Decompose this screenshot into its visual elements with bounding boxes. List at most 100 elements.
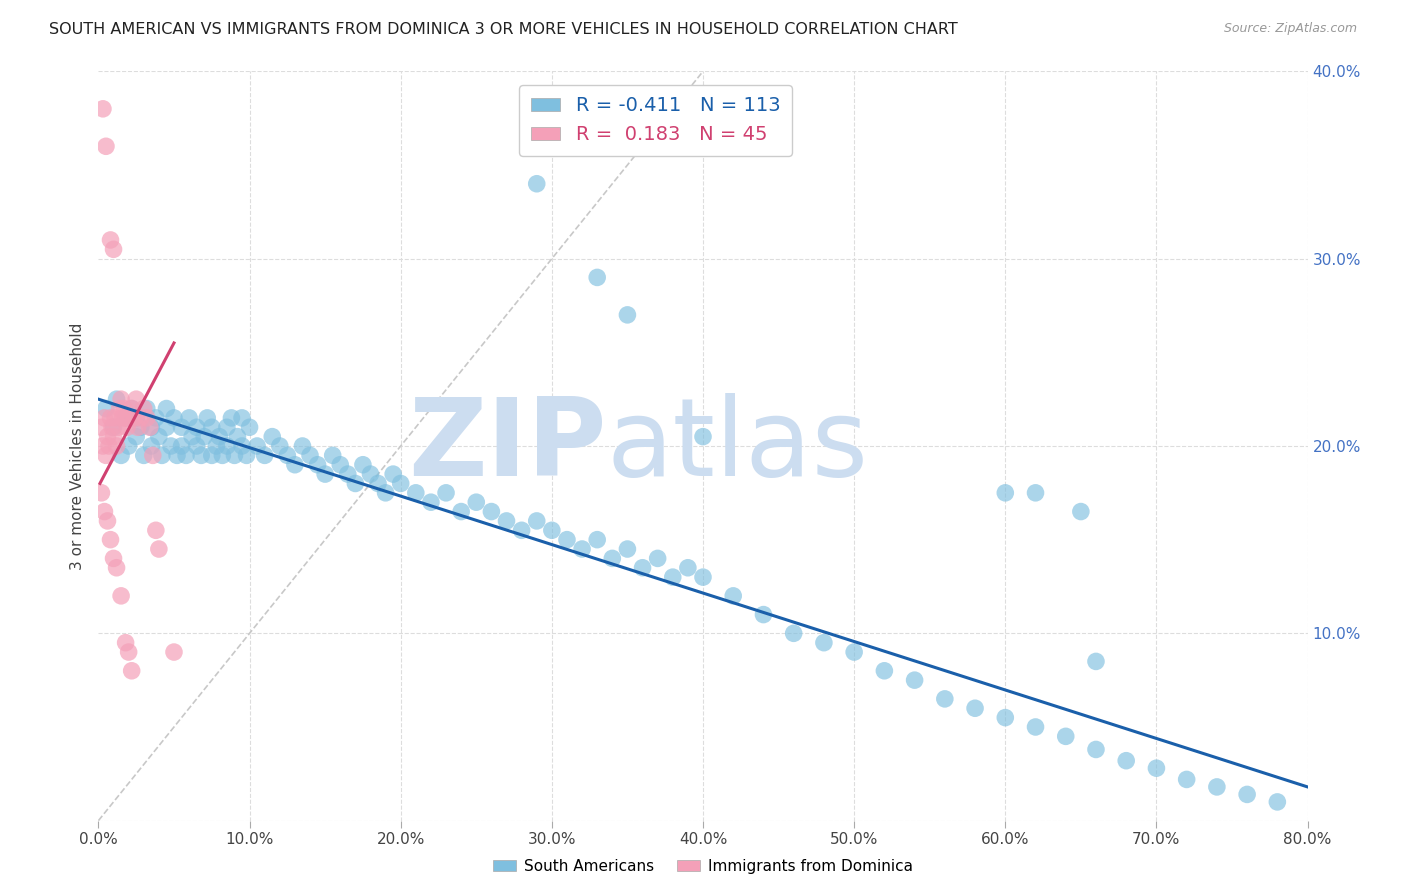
Point: [145, 524, 167, 538]
Y-axis label: 3 or more Vehicles in Household: 3 or more Vehicles in Household: [70, 322, 86, 570]
Point: [148, 542, 170, 557]
Point: [129, 411, 152, 425]
Point: [783, 626, 806, 640]
Point: [142, 449, 165, 463]
Point: [205, 439, 228, 453]
Point: [110, 589, 132, 603]
Point: [382, 467, 405, 482]
Point: [186, 420, 208, 434]
Point: [193, 430, 215, 444]
Point: [90, 420, 112, 434]
Point: [692, 430, 714, 444]
Point: [336, 467, 359, 482]
Point: [148, 430, 170, 444]
Point: [150, 449, 173, 463]
Point: [186, 439, 208, 453]
Point: [661, 570, 683, 584]
Point: [110, 392, 132, 407]
Point: [121, 664, 143, 678]
Point: [465, 495, 488, 509]
Point: [135, 411, 157, 425]
Point: [1115, 754, 1137, 768]
Point: [103, 243, 125, 257]
Point: [307, 458, 329, 472]
Point: [166, 449, 188, 463]
Point: [190, 449, 212, 463]
Point: [367, 476, 389, 491]
Point: [93, 505, 115, 519]
Point: [121, 401, 143, 416]
Point: [127, 420, 149, 434]
Text: atlas: atlas: [606, 393, 869, 499]
Point: [329, 458, 352, 472]
Point: [132, 449, 155, 463]
Point: [1070, 505, 1092, 519]
Point: [1054, 730, 1077, 744]
Point: [163, 645, 186, 659]
Point: [276, 449, 298, 463]
Point: [1206, 780, 1229, 794]
Point: [239, 420, 262, 434]
Point: [107, 420, 129, 434]
Point: [121, 401, 143, 416]
Point: [100, 411, 122, 425]
Point: [269, 439, 291, 453]
Point: [647, 551, 669, 566]
Point: [100, 533, 122, 547]
Point: [94, 139, 117, 153]
Point: [98, 439, 121, 453]
Point: [179, 411, 201, 425]
Point: [314, 467, 336, 482]
Point: [526, 177, 548, 191]
Point: [215, 439, 238, 453]
Point: [1085, 655, 1108, 669]
Point: [405, 486, 427, 500]
Point: [139, 420, 162, 434]
Point: [132, 401, 155, 416]
Point: [1236, 788, 1258, 802]
Point: [100, 233, 122, 247]
Point: [91, 439, 114, 453]
Point: [299, 449, 322, 463]
Point: [105, 561, 128, 575]
Point: [322, 449, 344, 463]
Point: [226, 430, 249, 444]
Point: [813, 635, 835, 649]
Point: [495, 514, 517, 528]
Point: [352, 458, 374, 472]
Point: [1175, 772, 1198, 787]
Point: [284, 458, 307, 472]
Point: [114, 411, 136, 425]
Point: [374, 486, 396, 500]
Text: ZIP: ZIP: [408, 393, 606, 499]
Point: [555, 533, 578, 547]
Point: [170, 439, 193, 453]
Point: [118, 411, 141, 425]
Point: [291, 439, 314, 453]
Point: [105, 392, 128, 407]
Point: [934, 692, 956, 706]
Point: [118, 439, 141, 453]
Point: [112, 401, 135, 416]
Point: [994, 486, 1017, 500]
Point: [246, 439, 269, 453]
Point: [586, 270, 609, 285]
Point: [141, 420, 163, 434]
Point: [115, 420, 138, 434]
Point: [262, 430, 284, 444]
Point: [208, 430, 231, 444]
Point: [723, 589, 745, 603]
Point: [1024, 486, 1046, 500]
Point: [692, 570, 714, 584]
Point: [904, 673, 927, 688]
Point: [201, 420, 224, 434]
Point: [844, 645, 866, 659]
Point: [181, 430, 204, 444]
Point: [96, 430, 118, 444]
Point: [676, 561, 699, 575]
Point: [93, 411, 115, 425]
Point: [90, 486, 112, 500]
Point: [155, 401, 177, 416]
Point: [94, 449, 117, 463]
Point: [108, 401, 131, 416]
